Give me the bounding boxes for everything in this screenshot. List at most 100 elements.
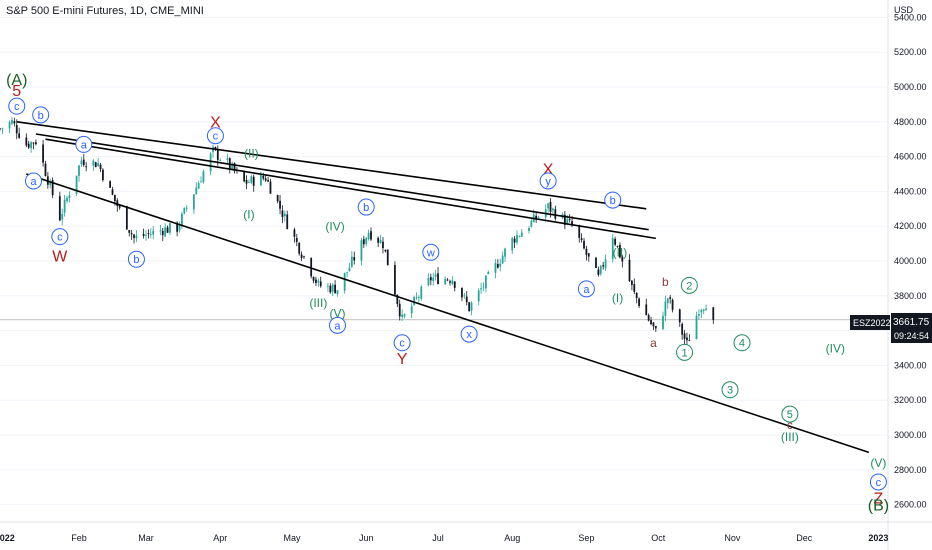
- wave-label-text: a: [583, 284, 590, 296]
- wave-label-text: c: [14, 101, 20, 113]
- candle-body: [109, 181, 112, 188]
- wave-label: (II): [244, 146, 259, 160]
- candle-body: [712, 307, 715, 320]
- wave-label: Y: [397, 351, 408, 368]
- wave-label-text: 1: [681, 347, 687, 359]
- candle-body: [360, 240, 363, 261]
- wave-label-text: Y: [397, 351, 408, 368]
- price-tick-label: 4600.00: [894, 152, 927, 162]
- candle-body: [513, 238, 516, 243]
- wave-label-text: c: [57, 232, 63, 244]
- wave-label: W: [52, 249, 68, 266]
- price-box-bg: [891, 313, 932, 343]
- candle-body: [116, 200, 119, 207]
- candle-body: [635, 292, 638, 299]
- wave-label-circle: [422, 243, 440, 261]
- wave-label-text: c: [876, 477, 882, 489]
- candle-body: [159, 230, 162, 232]
- wave-label-text: (II): [244, 146, 259, 160]
- time-tick-label: Sep: [578, 533, 594, 543]
- candle-body: [535, 215, 538, 220]
- candle-body: [484, 275, 487, 289]
- candle-body: [681, 323, 684, 335]
- candle-body: [142, 234, 145, 236]
- candle-body: [178, 225, 181, 231]
- candle-body: [149, 234, 152, 235]
- candle-body: [32, 142, 35, 144]
- candle-body: [303, 256, 305, 258]
- wave-label: c: [206, 127, 224, 145]
- price-tick-label: 2600.00: [894, 500, 927, 510]
- candle-body: [66, 197, 68, 202]
- candle-body: [267, 180, 269, 182]
- price-tick-label: 4400.00: [894, 186, 927, 196]
- wave-label-circle: [460, 325, 478, 343]
- candle-body: [547, 203, 550, 209]
- price-tick-label: 4800.00: [894, 117, 927, 127]
- wave-label-text: w: [426, 247, 435, 259]
- candle-body: [520, 232, 523, 237]
- candle-body: [262, 176, 265, 179]
- candle-body: [183, 207, 186, 214]
- wave-label-text: b: [610, 195, 616, 207]
- price-tick-label: 3800.00: [894, 291, 927, 301]
- candle-body: [231, 163, 234, 169]
- candle-body: [604, 259, 607, 269]
- wave-label: 1: [676, 343, 694, 361]
- candle-body: [444, 278, 447, 285]
- wave-label-text: c: [213, 131, 219, 143]
- wave-label-text: a: [81, 139, 88, 151]
- trendline: [35, 133, 649, 231]
- candle-body: [276, 195, 279, 202]
- candle-body: [599, 265, 602, 274]
- candle-body: [688, 340, 691, 342]
- wave-label-text: (I): [243, 207, 254, 221]
- wave-label-text: 3: [727, 385, 733, 397]
- wave-label: c: [51, 228, 69, 246]
- candle-body: [597, 269, 600, 275]
- wave-label: a: [328, 316, 346, 334]
- wave-label-text: 5: [787, 409, 793, 421]
- candle-body: [461, 287, 463, 298]
- wave-label-text: b: [363, 202, 369, 214]
- time-axis[interactable]: 2022 Feb Mar Apr May Jun Jul Aug Sep Oct Nov Dec 202…: [0, 533, 888, 543]
- candle-body: [678, 309, 681, 323]
- candle-body: [362, 239, 365, 245]
- time-tick-label: Mar: [138, 533, 154, 543]
- wave-label-circle: [206, 127, 224, 145]
- symbol-tag-bg: [850, 315, 890, 330]
- wave-label-text: (IV): [826, 341, 845, 355]
- candle-body: [664, 301, 667, 316]
- candle-body: [410, 306, 413, 314]
- wave-label: X: [543, 162, 554, 179]
- candle-body: [602, 265, 605, 267]
- candle-body: [75, 175, 78, 194]
- candle-body: [1, 128, 4, 129]
- candle-body: [563, 214, 566, 225]
- candle-body: [78, 165, 80, 176]
- wave-label: x: [460, 325, 478, 343]
- wave-label: (V): [870, 456, 886, 470]
- candle-body: [195, 187, 198, 195]
- candle-body: [511, 238, 514, 251]
- wave-label-text: (A): [6, 72, 27, 89]
- wave-label: c: [393, 334, 411, 352]
- wave-label: b: [604, 191, 622, 209]
- candle-body: [698, 314, 700, 316]
- candle-body: [465, 296, 468, 303]
- time-tick-label: Jul: [432, 533, 444, 543]
- wave-label: a: [650, 336, 657, 350]
- candle-body: [176, 222, 179, 232]
- candle-body: [30, 142, 33, 149]
- candle-body: [245, 179, 248, 184]
- price-axis[interactable]: USD 2600.00 2800.00 3000.00 3200.00 3400.00 3…: [894, 5, 927, 510]
- candle-body: [662, 315, 664, 330]
- candle-body: [413, 297, 415, 305]
- wave-label-text: a: [650, 336, 657, 350]
- candle-body: [113, 194, 116, 202]
- candle-body: [319, 281, 322, 287]
- candle-body: [647, 315, 650, 321]
- wave-label-text: (III): [309, 296, 327, 310]
- candle-body: [451, 280, 454, 285]
